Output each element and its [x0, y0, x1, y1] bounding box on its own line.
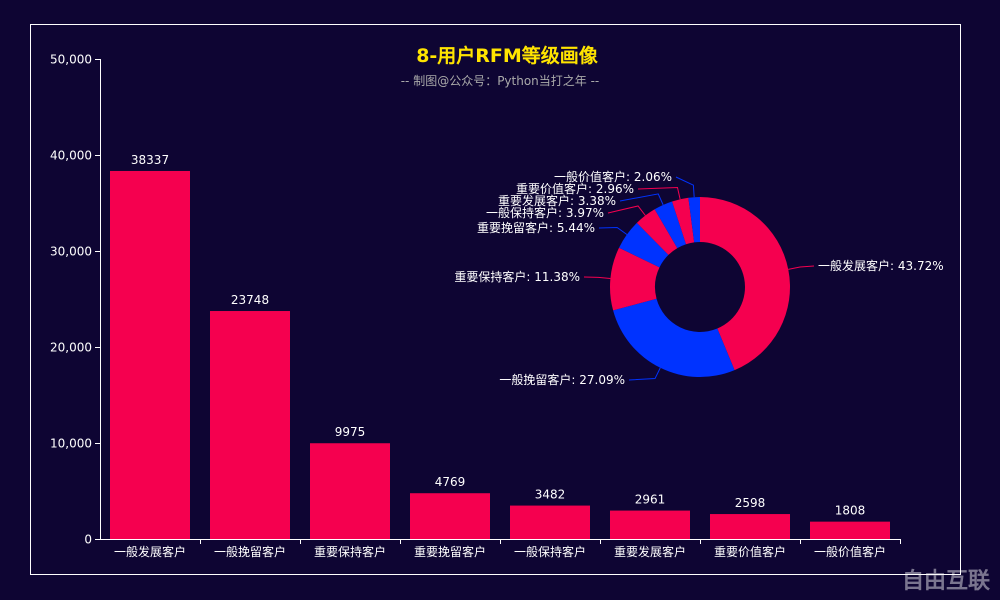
bar-value-label: 1808 — [835, 504, 866, 518]
bar[interactable] — [110, 170, 190, 540]
donut-label: 一般保持客户: 3.97% — [486, 205, 604, 220]
donut-label: 一般发展客户: 43.72% — [818, 258, 944, 273]
bar-value-label: 3482 — [535, 488, 566, 502]
leader-line — [598, 227, 628, 235]
leader-line — [637, 187, 681, 200]
donut-label: 一般价值客户: 2.06% — [554, 169, 672, 184]
donut-slice[interactable] — [654, 201, 687, 249]
donut-slice[interactable] — [700, 197, 790, 371]
bar-value-label: 9975 — [335, 425, 366, 439]
donut-slice[interactable] — [672, 197, 695, 245]
leader-line — [607, 205, 646, 216]
donut-label: 重要价值客户: 2.96% — [516, 181, 634, 196]
leader-line — [583, 276, 611, 280]
bar[interactable] — [810, 521, 890, 539]
y-tick-label: 40,000 — [50, 149, 92, 163]
bar-value-label: 23748 — [231, 293, 269, 307]
bar-value-label: 38337 — [131, 153, 169, 167]
bar[interactable] — [410, 493, 490, 539]
bar[interactable] — [710, 514, 790, 539]
donut-label: 重要发展客户: 3.38% — [498, 193, 616, 208]
y-tick-label: 20,000 — [50, 341, 92, 355]
donut-label: 一般挽留客户: 27.09% — [499, 372, 625, 387]
donut-slice[interactable] — [636, 209, 678, 255]
x-tick-label: 一般发展客户 — [114, 544, 186, 559]
chart-subtitle: -- 制图@公众号：Python当打之年 -- — [401, 74, 600, 88]
bar[interactable] — [310, 443, 390, 539]
bar[interactable] — [610, 510, 690, 539]
y-tick-label: 50,000 — [50, 53, 92, 67]
watermark-logo: 自由互联 — [902, 568, 990, 594]
x-tick-label: 一般价值客户 — [814, 544, 886, 559]
bar-value-label: 2598 — [735, 496, 766, 510]
x-tick-label: 一般挽留客户 — [214, 544, 286, 559]
chart-title: 8-用户RFM等级画像 — [416, 44, 599, 67]
bar[interactable] — [210, 311, 290, 539]
y-tick-label: 10,000 — [50, 437, 92, 451]
x-tick-label: 重要发展客户 — [614, 544, 686, 559]
bar[interactable] — [510, 505, 590, 539]
leader-line — [788, 265, 815, 270]
bar-value-label: 4769 — [435, 475, 466, 489]
donut-slice[interactable] — [613, 298, 735, 377]
donut-label: 重要保持客户: 11.38% — [454, 269, 580, 284]
leader-line — [619, 193, 664, 206]
x-tick-label: 重要价值客户 — [714, 544, 786, 559]
leader-line — [628, 367, 661, 381]
x-tick-label: 重要保持客户 — [314, 544, 386, 559]
y-tick-label: 30,000 — [50, 245, 92, 259]
donut-slice[interactable] — [619, 222, 669, 268]
bar-value-label: 2961 — [635, 493, 666, 507]
y-tick-label: 0 — [84, 533, 92, 547]
x-tick-label: 重要挽留客户 — [414, 544, 486, 559]
leader-line — [675, 176, 695, 198]
x-tick-label: 一般保持客户 — [514, 544, 586, 559]
chart-border — [30, 24, 961, 575]
donut-label: 重要挽留客户: 5.44% — [477, 220, 595, 235]
donut-slice[interactable] — [610, 247, 660, 311]
donut-slice[interactable] — [688, 197, 700, 243]
